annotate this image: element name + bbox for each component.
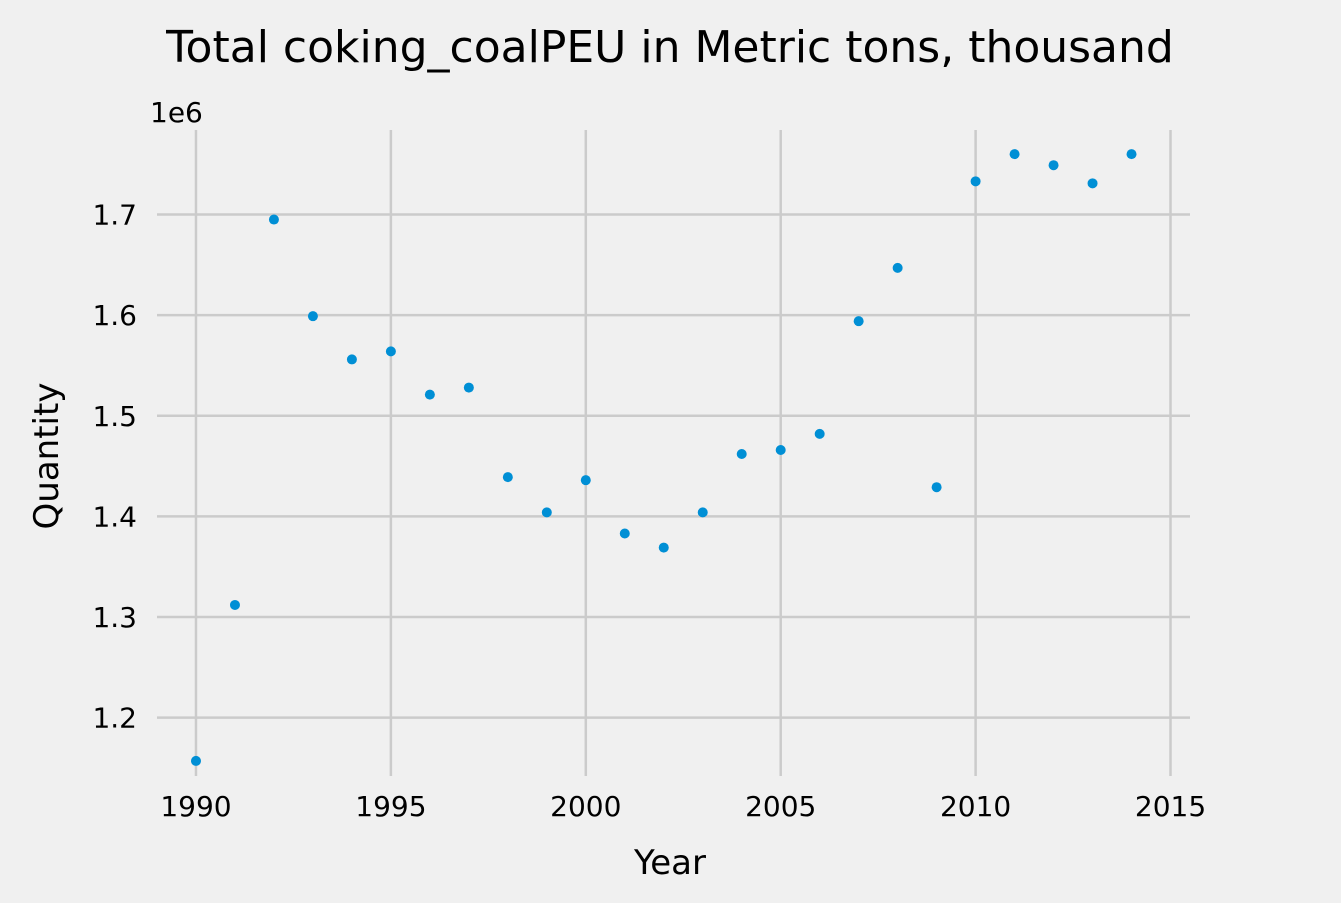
- data-point: [385, 346, 396, 357]
- data-point: [268, 214, 279, 225]
- y-tick-label: 1.6: [92, 299, 137, 332]
- data-point: [307, 311, 318, 322]
- x-axis-label: Year: [633, 843, 706, 883]
- data-point: [1048, 160, 1059, 171]
- x-tick-label: 1995: [355, 790, 426, 823]
- data-point: [853, 316, 864, 327]
- y-tick-label: 1.3: [92, 601, 137, 634]
- y-tick-label: 1.5: [92, 400, 137, 433]
- y-tick-label: 1.4: [92, 500, 137, 533]
- data-point: [229, 599, 240, 610]
- data-point: [541, 507, 552, 518]
- x-tick-label: 2015: [1135, 790, 1206, 823]
- data-point: [580, 475, 591, 486]
- x-tick-label: 2005: [745, 790, 816, 823]
- data-point: [1126, 149, 1137, 160]
- y-tick-labels: 1.2 1.3 1.4 1.5 1.6 1.7: [92, 199, 137, 735]
- data-point: [892, 262, 903, 273]
- data-point: [619, 528, 630, 539]
- data-point: [970, 176, 981, 187]
- y-offset-label: 1e6: [150, 96, 203, 129]
- data-point: [697, 507, 708, 518]
- data-point: [775, 444, 786, 455]
- data-point: [346, 354, 357, 365]
- data-point: [1009, 149, 1020, 160]
- x-tick-label: 2010: [940, 790, 1011, 823]
- data-point: [814, 428, 825, 439]
- y-tick-label: 1.7: [92, 199, 137, 232]
- chart-title: Total coking_coalPEU in Metric tons, tho…: [165, 22, 1174, 73]
- data-point: [1087, 178, 1098, 189]
- data-point: [424, 389, 435, 400]
- y-axis-label: Quantity: [27, 383, 67, 530]
- data-point: [502, 472, 513, 483]
- x-tick-label: 1990: [160, 790, 231, 823]
- grid-layer: [157, 130, 1190, 776]
- data-point: [658, 542, 669, 553]
- y-tick-label: 1.2: [92, 702, 137, 735]
- data-point: [190, 755, 201, 766]
- data-point: [736, 449, 747, 460]
- data-points: [190, 149, 1137, 766]
- x-tick-label: 2000: [550, 790, 621, 823]
- data-point: [463, 382, 474, 393]
- data-point: [931, 482, 942, 493]
- x-tick-labels: 1990 1995 2000 2005 2010 2015: [160, 790, 1206, 823]
